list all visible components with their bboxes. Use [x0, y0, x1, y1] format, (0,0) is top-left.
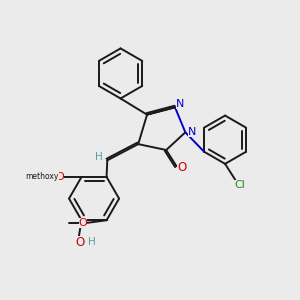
Text: O: O — [79, 218, 87, 228]
Text: H: H — [94, 152, 102, 162]
Text: O: O — [177, 161, 186, 174]
Text: methoxy: methoxy — [26, 172, 59, 181]
Text: O: O — [56, 172, 64, 182]
Text: H: H — [88, 237, 96, 247]
Text: Cl: Cl — [234, 180, 245, 190]
Text: O: O — [75, 236, 85, 249]
Text: N: N — [176, 99, 184, 109]
Text: N: N — [188, 127, 196, 137]
